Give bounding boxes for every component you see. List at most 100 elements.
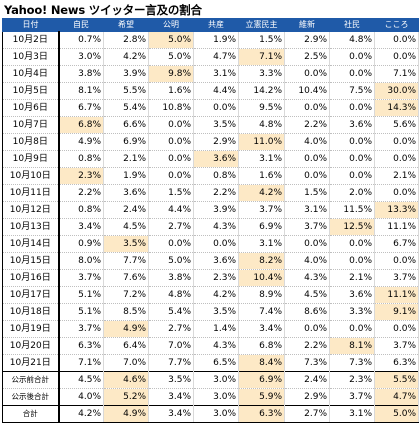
value-cell: 4.8% [148, 286, 194, 304]
date-cell: 10月5日 [2, 82, 60, 100]
value-cell: 1.5% [148, 184, 194, 202]
value-cell: 5.0% [148, 31, 194, 49]
date-cell: 10月4日 [2, 65, 60, 83]
value-cell: 0.0% [374, 184, 419, 202]
table-row: 10月7日 6.8% 6.6% 0.0% 3.5% 4.8% 2.2% 3.6% 5.6% [2, 116, 419, 134]
value-cell: 2.2% [193, 184, 239, 202]
value-cell: 3.7% [238, 201, 285, 219]
value-cell: 5.4% [148, 303, 194, 321]
value-cell: 3.7% [284, 218, 330, 236]
value-cell: 2.9% [284, 388, 330, 406]
value-cell: 12.5% [329, 218, 375, 236]
table-row: 10月13日 3.4% 4.5% 2.7% 4.3% 6.9% 3.7% 12.5% 11.1% [2, 218, 419, 236]
value-cell: 0.0% [329, 320, 375, 338]
value-cell: 3.5% [103, 235, 149, 253]
date-cell: 10月3日 [2, 48, 60, 66]
value-cell: 0.0% [284, 150, 330, 168]
value-cell: 1.4% [193, 320, 239, 338]
value-cell: 3.5% [193, 303, 239, 321]
table-row: 10月6日 6.7% 5.4% 10.8% 0.0% 9.5% 0.0% 0.0% 14.3% [2, 99, 419, 117]
value-cell: 4.9% [58, 133, 104, 151]
value-cell: 4.5% [58, 371, 104, 389]
value-cell: 4.0% [284, 133, 330, 151]
value-cell: 4.3% [284, 269, 330, 287]
value-cell: 2.1% [103, 150, 149, 168]
value-cell: 4.5% [284, 286, 330, 304]
value-cell: 6.8% [58, 116, 104, 134]
value-cell: 7.5% [329, 82, 375, 100]
data-table-container: 日付 自民 希望 公明 共産 立憲民主 維新 社民 こころ 10月2日 0.7% 2.8% 5.0% 1… [2, 18, 419, 423]
value-cell: 6.3% [238, 405, 285, 423]
column-header: こころ [374, 18, 419, 32]
value-cell: 5.4% [103, 99, 149, 117]
table-row: 公示前合計 4.5% 4.6% 3.5% 3.0% 6.9% 2.4% 2.3% 5.5% [2, 371, 419, 389]
value-cell: 11.0% [238, 133, 285, 151]
value-cell: 0.0% [329, 48, 375, 66]
date-cell: 10月11日 [2, 184, 60, 202]
value-cell: 4.2% [238, 184, 285, 202]
value-cell: 3.6% [329, 286, 375, 304]
value-cell: 3.1% [329, 405, 375, 423]
value-cell: 0.0% [284, 167, 330, 185]
date-cell: 10月7日 [2, 116, 60, 134]
value-cell: 0.0% [148, 167, 194, 185]
date-cell: 10月15日 [2, 252, 60, 270]
value-cell: 4.0% [284, 252, 330, 270]
value-cell: 0.8% [58, 201, 104, 219]
value-cell: 8.2% [238, 252, 285, 270]
page-title: Yahoo! News ツイッター言及の割合 [4, 3, 202, 17]
value-cell: 2.2% [284, 116, 330, 134]
value-cell: 0.0% [284, 65, 330, 83]
date-cell: 10月12日 [2, 201, 60, 219]
date-cell: 公示後合計 [2, 388, 60, 406]
value-cell: 6.8% [238, 337, 285, 355]
value-cell: 3.6% [329, 116, 375, 134]
table-row: 合計 4.2% 4.9% 3.4% 3.0% 6.3% 2.7% 3.1% 5.0% [2, 405, 419, 423]
date-cell: 10月8日 [2, 133, 60, 151]
value-cell: 0.0% [329, 133, 375, 151]
column-header: 維新 [284, 18, 330, 32]
value-cell: 7.1% [374, 65, 419, 83]
value-cell: 1.6% [148, 82, 194, 100]
value-cell: 0.0% [284, 99, 330, 117]
table-body: 10月2日 0.7% 2.8% 5.0% 1.9% 1.5% 2.9% 4.8% 0.0% 10月… [2, 31, 419, 423]
value-cell: 7.3% [284, 354, 330, 372]
value-cell: 7.6% [103, 269, 149, 287]
value-cell: 2.7% [148, 320, 194, 338]
value-cell: 4.3% [193, 218, 239, 236]
value-cell: 3.6% [103, 184, 149, 202]
value-cell: 14.2% [238, 82, 285, 100]
value-cell: 3.1% [193, 65, 239, 83]
value-cell: 3.7% [374, 337, 419, 355]
value-cell: 4.4% [148, 201, 194, 219]
value-cell: 5.5% [374, 371, 419, 389]
value-cell: 8.9% [238, 286, 285, 304]
value-cell: 2.1% [374, 167, 419, 185]
value-cell: 2.4% [284, 371, 330, 389]
value-cell: 5.5% [103, 82, 149, 100]
value-cell: 0.0% [193, 235, 239, 253]
value-cell: 4.4% [193, 82, 239, 100]
value-cell: 3.3% [329, 303, 375, 321]
value-cell: 7.2% [103, 286, 149, 304]
date-cell: 10月14日 [2, 235, 60, 253]
value-cell: 3.0% [193, 388, 239, 406]
value-cell: 4.9% [103, 320, 149, 338]
value-cell: 8.4% [238, 354, 285, 372]
table-row: 10月21日 7.1% 7.0% 7.7% 6.5% 8.4% 7.3% 7.3% 6.3% [2, 354, 419, 372]
value-cell: 5.2% [103, 388, 149, 406]
date-cell: 10月18日 [2, 303, 60, 321]
value-cell: 4.7% [374, 388, 419, 406]
value-cell: 2.0% [329, 184, 375, 202]
value-cell: 6.9% [103, 133, 149, 151]
value-cell: 4.8% [238, 116, 285, 134]
value-cell: 30.0% [374, 82, 419, 100]
value-cell: 2.7% [284, 405, 330, 423]
table-row: 10月19日 3.7% 4.9% 2.7% 1.4% 3.4% 0.0% 0.0% 0.0% [2, 320, 419, 338]
value-cell: 4.0% [58, 388, 104, 406]
mention-ratio-table: 日付 自民 希望 公明 共産 立憲民主 維新 社民 こころ 10月2日 0.7% 2.8% 5.0% 1… [2, 18, 419, 423]
value-cell: 3.5% [148, 371, 194, 389]
value-cell: 5.1% [58, 303, 104, 321]
value-cell: 2.7% [148, 218, 194, 236]
value-cell: 1.9% [103, 167, 149, 185]
